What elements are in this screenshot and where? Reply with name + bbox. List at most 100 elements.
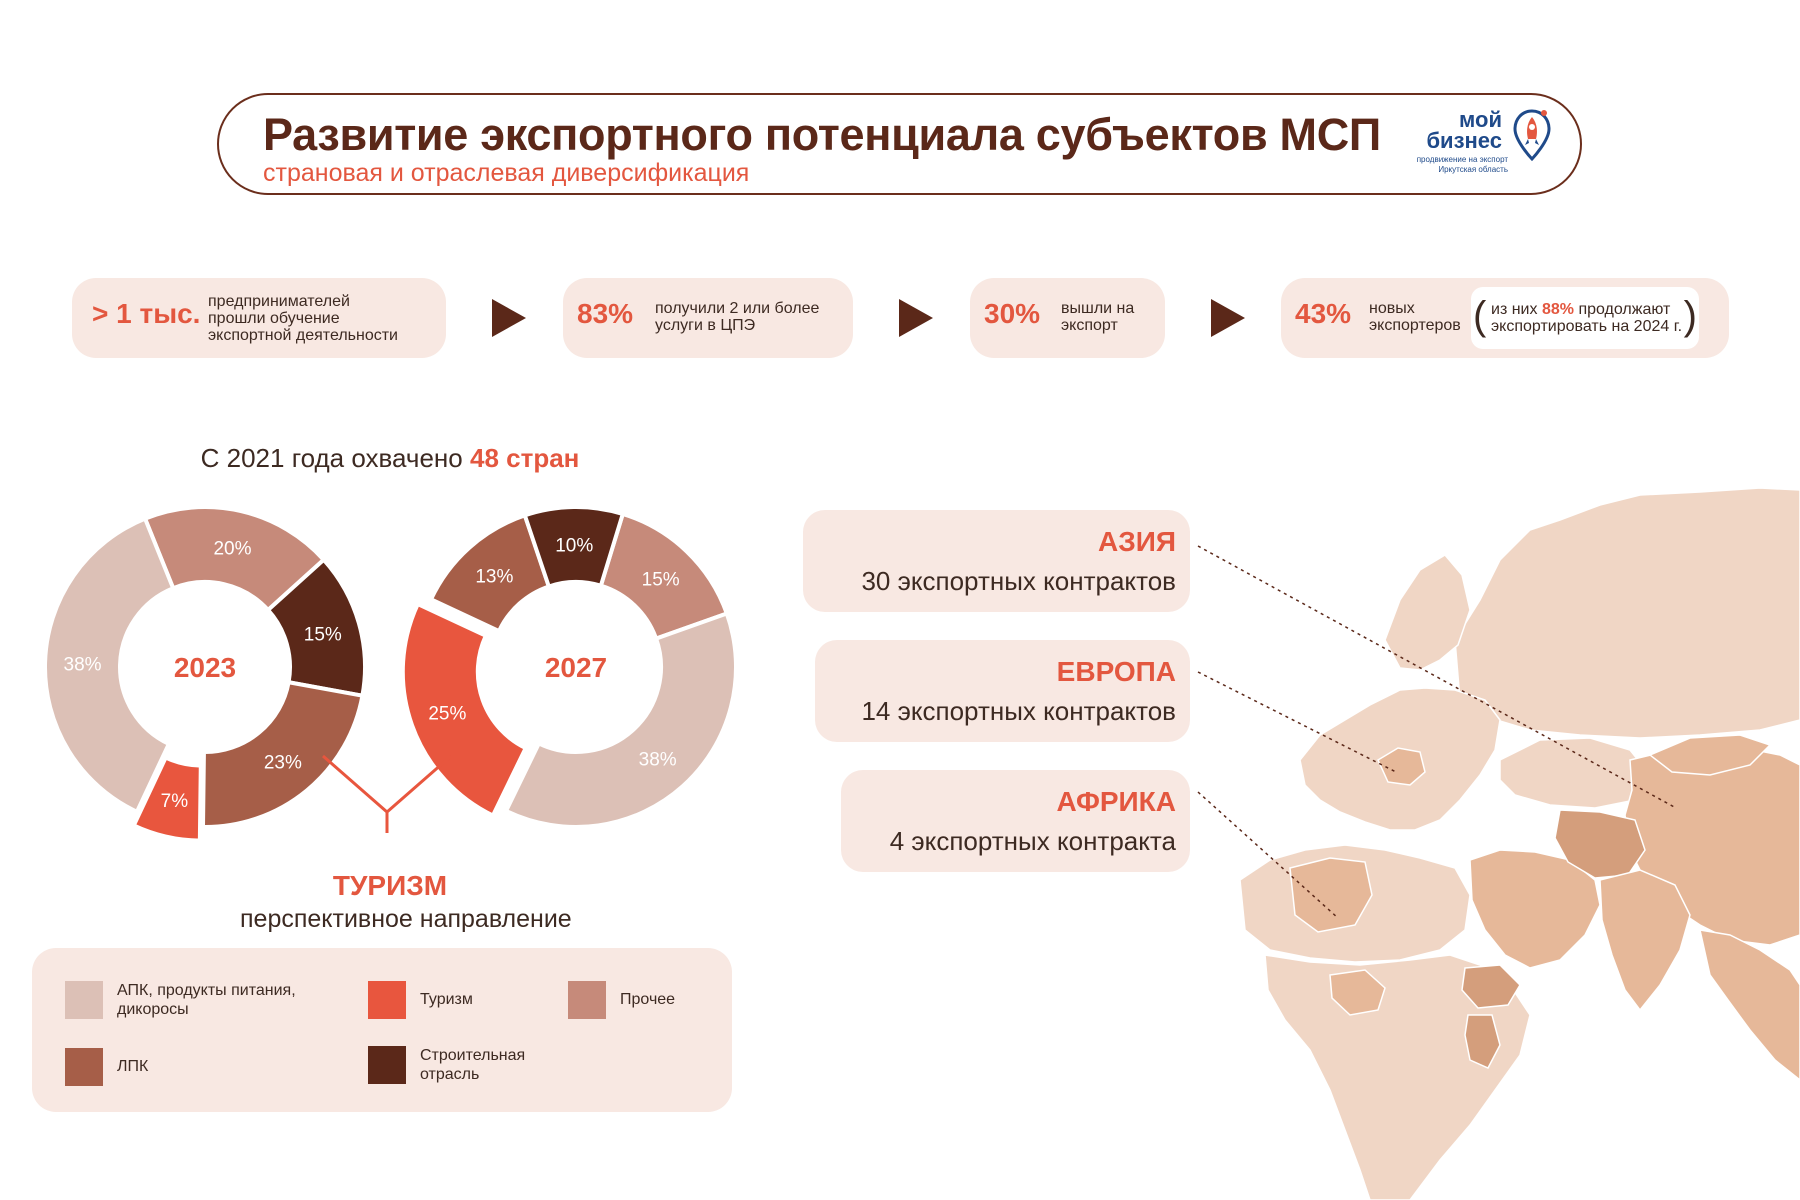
donut-slice-label: 20% (213, 539, 251, 560)
region-contracts: 30 экспортных контрактов (861, 566, 1176, 596)
page-title: Развитие экспортного потенциала субъекто… (263, 109, 1381, 160)
connector-africa (1197, 791, 1339, 919)
legend-swatch (568, 981, 606, 1019)
donut-chart-2027: 15% 38% 25% 13% 10% 2027 (400, 505, 738, 829)
stat-description: новых экспортеров (1369, 300, 1461, 334)
chart-legend: АПК, продукты питания, дикоросы Туризм П… (32, 948, 732, 1112)
logo-line-1: мой (1459, 107, 1502, 132)
header-banner: Развитие экспортного потенциала субъекто… (217, 93, 1582, 195)
stat-value: 83% (577, 298, 634, 329)
stat-card-services: 83% получили 2 или более услуги в ЦПЭ (563, 278, 853, 358)
map-russia-north-asia (1454, 487, 1800, 739)
donut-charts: 20% 15% 23% 7% 38% 2023 15% 38% 25% 13% 10% 2027 (43, 505, 738, 843)
countries-prefix: С 2021 года охвачено (200, 443, 463, 473)
donut-slice-2027-2 (400, 601, 529, 819)
donut-slice-2023-2 (200, 679, 365, 829)
stat-desc-line: получили 2 или более (655, 300, 820, 317)
region-card-europe: ЕВРОПА 14 экспортных контрактов (815, 640, 1190, 742)
donut-slice-2027-1 (503, 610, 738, 829)
countries-highlight: 48 стран (469, 443, 580, 473)
logo-caption-2: Иркутская область (1438, 165, 1508, 174)
stat-value: 30% (984, 298, 1041, 329)
region-card-africa: АФРИКА 4 экспортных контракта (841, 770, 1190, 872)
legend-swatch (65, 1048, 103, 1086)
connector-europe (1197, 671, 1397, 773)
legend-swatch (368, 981, 406, 1019)
map-east-africa-highlight (1464, 1014, 1501, 1069)
note-suffix: продолжают (1578, 301, 1671, 318)
stat-desc-line: экспортеров (1369, 317, 1461, 334)
tourism-title: ТУРИЗМ (332, 870, 448, 901)
donut-chart-2023: 20% 15% 23% 7% 38% 2023 (43, 505, 367, 843)
donut-slice-label: 38% (64, 655, 102, 676)
region-contracts: 4 экспортных контракта (889, 826, 1176, 856)
legend-label: Прочее (620, 991, 676, 1008)
map-southeast-asia (1699, 929, 1800, 1081)
open-paren: ( (1473, 294, 1487, 338)
logo-caption: продвижение на экспорт Иркутская область (1402, 155, 1508, 175)
region-name: ЕВРОПА (1056, 656, 1176, 687)
donut-slice-label: 15% (642, 569, 680, 590)
map-ethiopia-highlight (1461, 964, 1521, 1009)
legend-swatch (65, 981, 103, 1019)
stat-description: получили 2 или более услуги в ЦПЭ (655, 300, 819, 334)
tourism-subtitle: перспективное направление (240, 905, 572, 933)
region-name: АЗИЯ (1097, 526, 1176, 557)
moy-biznes-logo: мой бизнес продвижение на экспорт Иркутс… (1402, 103, 1552, 185)
rocket-pin-icon (1513, 109, 1551, 162)
region-card-asia: АЗИЯ 30 экспортных контрактов (803, 510, 1190, 612)
map-india (1599, 869, 1691, 1012)
page-subtitle: страновая и отраслевая диверсификация (263, 159, 750, 187)
countries-caption: С 2021 года охвачено 48 стран (0, 443, 780, 474)
legend-label: Туризм (420, 991, 473, 1008)
map-africa-south (1264, 954, 1531, 1200)
legend-label: Строительная отрасль (420, 1047, 526, 1083)
donut-center-year: 2023 (174, 652, 236, 683)
arrow-right-icon (1211, 299, 1245, 337)
note-text: из них 88% продолжают экспортировать на … (1491, 301, 1682, 335)
region-name: АФРИКА (1056, 786, 1176, 817)
donut-slice-label: 10% (555, 536, 593, 557)
donut-slice-2023-3 (131, 754, 203, 843)
legend-label: АПК, продукты питания, дикоросы (117, 982, 296, 1018)
logo-caption-1: продвижение на экспорт (1416, 155, 1508, 164)
stat-card-new-exporters: 43% новых экспортеров ( из них 88% продо… (1281, 278, 1729, 358)
donut-slice-2023-4 (43, 516, 176, 815)
arrow-right-icon (899, 299, 933, 337)
donut-slice-label: 15% (304, 624, 342, 645)
stat-value: 43% (1295, 298, 1352, 329)
donut-slice-2027-4 (522, 505, 626, 589)
donut-slice-label: 38% (639, 749, 677, 770)
stat-desc-line: экспортной деятельности (208, 327, 398, 344)
donut-slice-2023-0 (142, 505, 327, 613)
map-kazakhstan (1499, 737, 1651, 809)
map-scandinavia (1384, 554, 1471, 671)
map-mongolia (1648, 734, 1772, 776)
stat-desc-line: прошли обучение (208, 310, 340, 327)
donut-slice-label: 25% (428, 704, 466, 725)
legend-label: ЛПК (117, 1058, 149, 1075)
stat-desc-line: экспорт (1061, 317, 1118, 334)
map-central-europe-highlight (1377, 747, 1426, 786)
stat-value: > 1 тыс. (92, 298, 201, 329)
donut-center-year: 2027 (545, 652, 607, 683)
note-line-1: из них 88% продолжают (1491, 301, 1682, 318)
stat-desc-line: услуги в ЦПЭ (655, 317, 756, 334)
note-prefix: из них (1491, 301, 1538, 318)
map-algeria-highlight (1289, 857, 1373, 933)
logo-line-2: бизнес (1426, 128, 1502, 153)
legend-swatch (368, 1046, 406, 1084)
close-paren: ) (1683, 294, 1697, 338)
donut-slice-label: 23% (264, 753, 302, 774)
map-middle-east (1469, 849, 1601, 969)
stat-desc-line: новых (1369, 300, 1415, 317)
region-contracts: 14 экспортных контрактов (861, 696, 1176, 726)
stat-description: вышли на экспорт (1061, 300, 1134, 334)
tourism-connector (322, 754, 452, 833)
arrow-right-icon (492, 299, 526, 337)
stat-desc-line: вышли на (1061, 300, 1135, 317)
donut-slice-label: 7% (161, 791, 189, 812)
continuing-exporters-note: ( из них 88% продолжают экспортировать н… (1471, 287, 1699, 349)
stat-card-trained: > 1 тыс. предпринимателей прошли обучени… (72, 278, 446, 358)
